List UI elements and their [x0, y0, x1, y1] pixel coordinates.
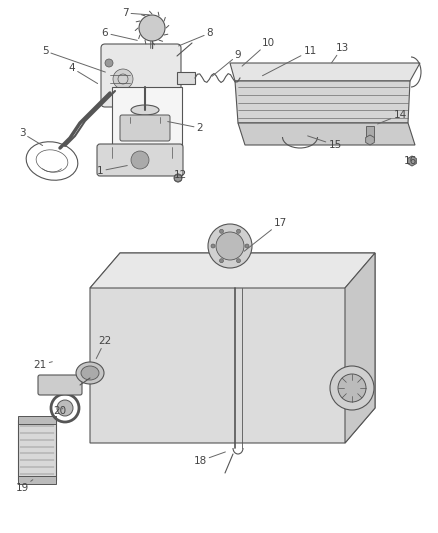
Text: 18: 18: [193, 452, 226, 466]
Ellipse shape: [81, 366, 99, 380]
Text: 16: 16: [403, 156, 417, 166]
Text: 5: 5: [42, 46, 106, 72]
Text: 11: 11: [262, 46, 317, 76]
Text: 4: 4: [69, 63, 98, 84]
Circle shape: [240, 74, 248, 82]
Bar: [366, 126, 374, 140]
Polygon shape: [90, 253, 375, 443]
Circle shape: [338, 374, 366, 402]
Bar: [177, 72, 195, 84]
Circle shape: [211, 244, 215, 248]
Polygon shape: [90, 253, 375, 288]
Bar: [18, 416, 56, 424]
Circle shape: [245, 244, 249, 248]
Circle shape: [219, 229, 223, 233]
Polygon shape: [408, 156, 417, 166]
Circle shape: [131, 151, 149, 169]
Circle shape: [208, 224, 252, 268]
Text: 10: 10: [242, 38, 275, 66]
Polygon shape: [235, 81, 410, 123]
Text: 22: 22: [96, 336, 112, 359]
Text: 17: 17: [244, 218, 286, 251]
Polygon shape: [238, 123, 415, 145]
Polygon shape: [345, 253, 375, 443]
Circle shape: [216, 232, 244, 260]
Text: 7: 7: [122, 8, 149, 18]
FancyBboxPatch shape: [101, 44, 181, 107]
Polygon shape: [366, 135, 374, 145]
Text: 15: 15: [307, 136, 342, 150]
Bar: [112, 87, 182, 145]
Circle shape: [113, 69, 133, 89]
Text: 20: 20: [53, 406, 67, 416]
FancyBboxPatch shape: [38, 375, 82, 395]
Text: 6: 6: [102, 28, 137, 41]
Text: 3: 3: [19, 128, 42, 146]
Text: 1: 1: [97, 166, 127, 176]
Ellipse shape: [131, 105, 159, 115]
Text: 2: 2: [168, 122, 203, 133]
Circle shape: [237, 259, 240, 263]
Polygon shape: [230, 63, 420, 81]
Ellipse shape: [76, 362, 104, 384]
Text: 21: 21: [33, 360, 52, 370]
Text: 8: 8: [179, 28, 213, 46]
FancyBboxPatch shape: [97, 144, 183, 176]
Circle shape: [174, 174, 182, 182]
FancyBboxPatch shape: [120, 115, 170, 141]
Text: 9: 9: [212, 50, 241, 76]
Text: 12: 12: [173, 170, 187, 180]
Text: 19: 19: [15, 480, 33, 493]
Polygon shape: [18, 420, 56, 480]
Circle shape: [219, 259, 223, 263]
Circle shape: [237, 229, 240, 233]
Circle shape: [105, 59, 113, 67]
Bar: [18, 476, 56, 484]
Circle shape: [57, 400, 73, 416]
Circle shape: [139, 15, 165, 41]
Polygon shape: [174, 174, 181, 182]
Text: 13: 13: [332, 43, 349, 63]
Circle shape: [330, 366, 374, 410]
Text: 14: 14: [378, 110, 406, 124]
